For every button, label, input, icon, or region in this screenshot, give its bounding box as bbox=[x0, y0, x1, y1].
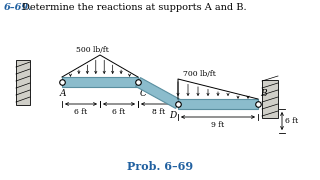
Text: 700 lb/ft: 700 lb/ft bbox=[183, 70, 216, 78]
Polygon shape bbox=[136, 78, 180, 108]
Text: C: C bbox=[140, 89, 147, 98]
Text: 6–69.: 6–69. bbox=[4, 3, 33, 12]
Text: 500 lb/ft: 500 lb/ft bbox=[76, 46, 108, 54]
Text: 6 ft: 6 ft bbox=[285, 117, 298, 125]
Text: 8 ft: 8 ft bbox=[152, 108, 165, 116]
Text: Determine the reactions at supports A and B.: Determine the reactions at supports A an… bbox=[22, 3, 247, 12]
Text: Prob. 6–69: Prob. 6–69 bbox=[127, 161, 193, 172]
Text: A: A bbox=[60, 89, 67, 98]
Polygon shape bbox=[178, 99, 258, 109]
Text: 6 ft: 6 ft bbox=[75, 108, 88, 116]
Polygon shape bbox=[62, 77, 138, 87]
Text: 6 ft: 6 ft bbox=[112, 108, 125, 116]
Text: D: D bbox=[169, 111, 176, 120]
Text: 9 ft: 9 ft bbox=[212, 121, 225, 129]
Text: B: B bbox=[260, 89, 267, 98]
Bar bbox=[262, 80, 278, 118]
Bar bbox=[16, 60, 30, 105]
